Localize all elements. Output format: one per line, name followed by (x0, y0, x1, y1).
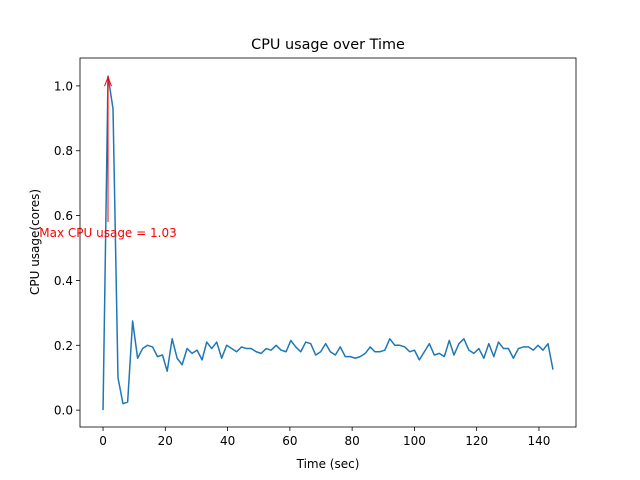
x-tick-label: 120 (465, 434, 488, 448)
x-axis-label: Time (sec) (296, 457, 360, 471)
y-tick-label: 0.4 (54, 274, 73, 288)
x-tick-label: 60 (282, 434, 297, 448)
line-series (102, 75, 554, 411)
y-tick-label: 0.2 (54, 339, 73, 353)
x-tick-label: 20 (158, 434, 173, 448)
y-tick-label: 0.6 (54, 209, 73, 223)
plot-frame (79, 57, 577, 428)
y-axis-label: CPU usage(cores) (28, 189, 42, 295)
x-tick-label: 40 (220, 434, 235, 448)
x-tick-label: 140 (527, 434, 550, 448)
y-tick-label: 1.0 (54, 79, 73, 93)
x-tick-label: 100 (403, 434, 426, 448)
y-tick-label: 0.8 (54, 144, 73, 158)
x-tick-label: 0 (99, 434, 107, 448)
chart-title: CPU usage over Time (251, 37, 405, 53)
y-tick-label: 0.0 (54, 404, 73, 418)
x-tick-label: 80 (344, 434, 359, 448)
annotation: Max CPU usage = 1.03 (39, 226, 176, 240)
annotation-arrowhead (104, 75, 112, 87)
